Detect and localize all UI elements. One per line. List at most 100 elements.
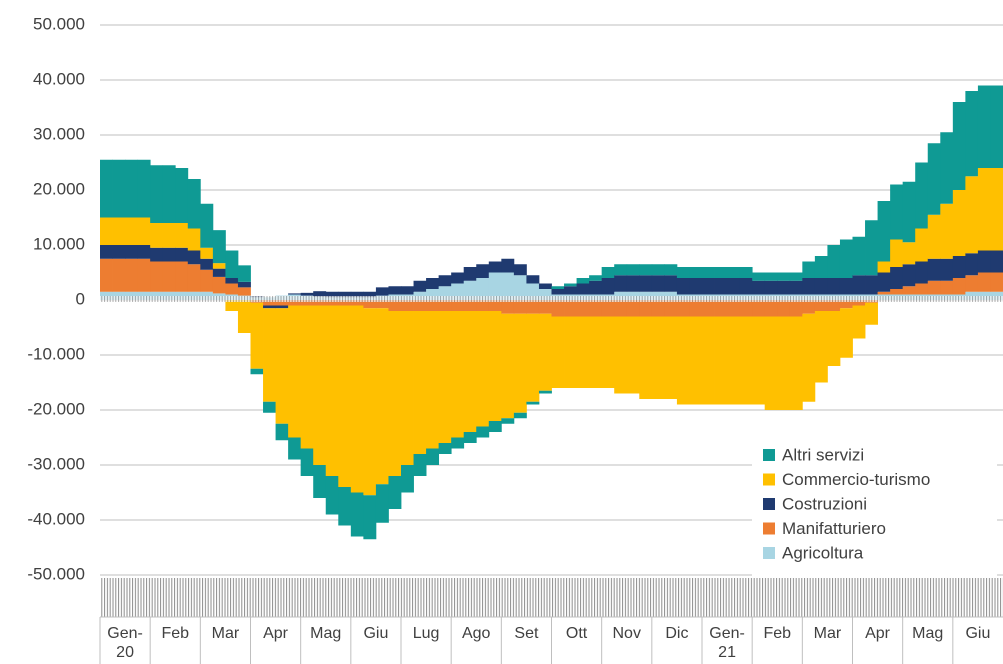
bar-segment — [752, 316, 766, 405]
bar-segment — [877, 201, 891, 262]
bar-segment — [890, 267, 904, 289]
bar-segment — [564, 283, 577, 287]
bar-segment — [488, 311, 502, 421]
bar-segment — [777, 316, 791, 410]
bar-segment — [789, 300, 803, 317]
bar-segment — [664, 291, 678, 300]
x-tick-label: Lug — [401, 624, 451, 643]
x-tick-text: Ago — [461, 625, 491, 642]
bar-segment — [614, 300, 628, 317]
bar-segment — [789, 280, 803, 295]
bar-segment — [463, 311, 477, 432]
bar-segment — [977, 272, 991, 292]
bar-segment — [664, 316, 678, 399]
bar-segment — [100, 245, 113, 259]
bar-segment — [651, 264, 665, 276]
bar-segment — [589, 316, 603, 388]
bar-segment — [488, 421, 502, 432]
bar-segment — [626, 316, 640, 394]
zero-axis-ticks — [100, 296, 1003, 302]
x-tick-label: Dic — [652, 624, 702, 643]
bar-segment — [225, 278, 239, 284]
x-tick-label: Feb — [150, 624, 200, 643]
bar-segment — [125, 291, 139, 300]
bar-segment — [940, 258, 954, 281]
bar-segment — [990, 272, 1003, 292]
bar-segment — [877, 261, 891, 273]
y-tick-label: 0 — [76, 289, 85, 308]
bar-segment — [839, 278, 853, 295]
bar-segment — [865, 302, 878, 325]
bar-segment — [777, 272, 791, 281]
bar-segment — [162, 165, 176, 223]
bar-segment — [476, 278, 490, 300]
bar-segment — [325, 300, 339, 306]
bar-segment — [300, 292, 314, 296]
bar-segment — [639, 275, 653, 292]
bar-segment — [112, 258, 126, 292]
bar-segment — [401, 311, 414, 465]
bar-segment — [965, 91, 979, 177]
bar-segment — [162, 247, 176, 262]
bar-segment — [714, 278, 728, 295]
bar-segment — [852, 236, 866, 276]
bar-segment — [200, 247, 214, 259]
bar-segment — [739, 300, 753, 317]
bar-segment — [526, 275, 540, 284]
bar-segment — [915, 283, 929, 295]
bar-segment — [852, 300, 866, 306]
bar-segment — [513, 300, 527, 314]
legend-label: Commercio-turismo — [782, 470, 930, 489]
bar-segment — [727, 278, 741, 295]
bar-segment — [538, 390, 552, 394]
bar-segment — [839, 308, 853, 358]
bar-segment — [112, 245, 126, 259]
bar-segment — [225, 250, 239, 278]
bar-segment — [639, 264, 653, 276]
bar-segment — [601, 300, 615, 317]
bar-segment — [538, 283, 552, 289]
bar-segment — [538, 313, 552, 391]
bar-segment — [702, 316, 715, 405]
legend-swatch — [763, 473, 775, 486]
bar-segment — [977, 85, 991, 168]
bar-segment — [488, 272, 502, 300]
bar-segment — [739, 267, 753, 278]
bar-segment — [551, 316, 565, 388]
x-tick-text: Lug — [412, 625, 440, 642]
bar-segment — [852, 275, 866, 295]
bar-segment — [827, 278, 841, 295]
x-tick-text: Mag — [912, 625, 944, 642]
bar-segment — [526, 401, 540, 405]
bar-segment — [288, 437, 302, 460]
bar-segment — [325, 476, 339, 515]
y-tick-label: 40.000 — [33, 69, 85, 88]
legend-swatch — [763, 498, 775, 510]
bar-segment — [375, 484, 389, 523]
bar-segment — [150, 261, 164, 292]
bar-segment — [802, 313, 816, 402]
bar-segment — [651, 291, 665, 300]
bar-segment — [237, 265, 251, 282]
bar-segment — [551, 286, 565, 289]
y-tick-label: 30.000 — [33, 124, 85, 143]
bar-segment — [388, 476, 402, 509]
bar-segment — [438, 443, 452, 454]
bar-segment — [463, 300, 477, 311]
bar-segment — [451, 437, 465, 449]
bar-segment — [865, 220, 878, 276]
bar-segment — [940, 203, 954, 259]
bar-segment — [150, 165, 164, 223]
bar-segment — [626, 275, 640, 292]
bar-segment — [501, 258, 515, 273]
bar-segment — [877, 291, 891, 295]
bar-segment — [187, 179, 201, 229]
bar-segment — [300, 305, 314, 449]
bar-segment — [802, 261, 816, 278]
bar-segment — [564, 316, 577, 388]
x-tick-text: Mar — [813, 625, 842, 642]
bar-segment — [614, 275, 628, 292]
y-tick-label: 20.000 — [33, 179, 85, 198]
bar-segment — [601, 267, 615, 278]
bar-segment — [501, 300, 515, 314]
